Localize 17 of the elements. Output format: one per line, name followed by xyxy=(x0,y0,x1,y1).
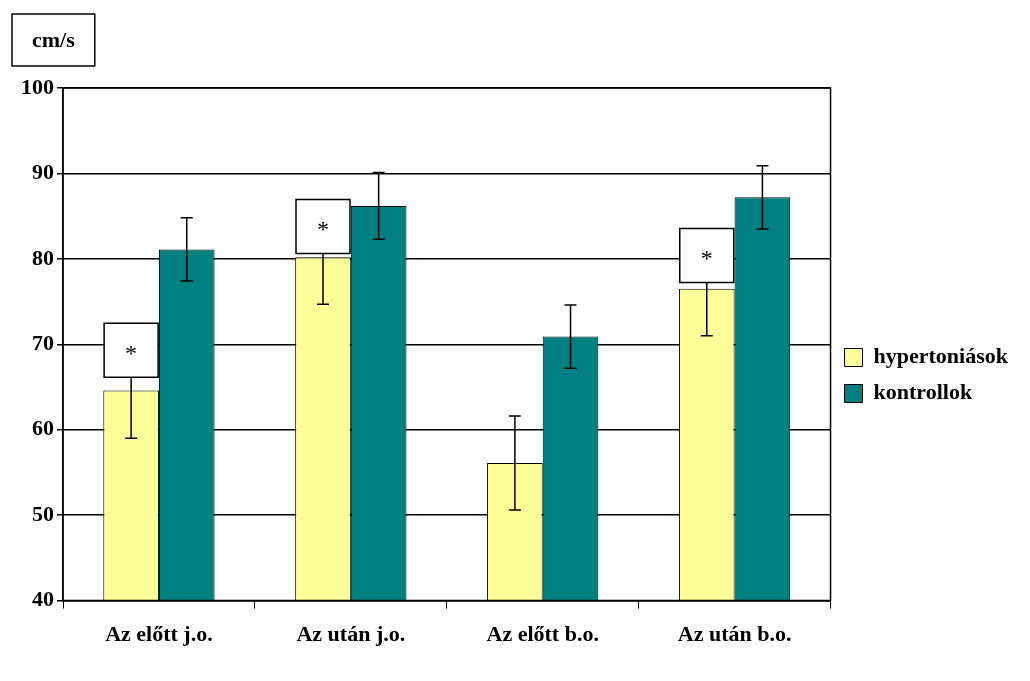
y-tick-label: 50 xyxy=(32,500,54,526)
legend-label: hypertoniások xyxy=(873,343,1009,369)
y-axis-title: cm/s xyxy=(32,26,76,52)
y-tick-label: 40 xyxy=(32,586,54,612)
y-tick-label: 80 xyxy=(32,244,54,270)
y-tick-label: 60 xyxy=(32,415,54,441)
y-tick-label: 90 xyxy=(32,159,54,185)
x-tick-label: Az előtt j.o. xyxy=(105,621,213,647)
y-tick-label: 100 xyxy=(21,73,54,99)
annotation: * xyxy=(125,339,138,366)
x-tick-label: Az előtt b.o. xyxy=(486,621,599,647)
x-tick-label: Az után j.o. xyxy=(296,621,406,647)
annotation: * xyxy=(700,244,713,271)
y-tick-label: 70 xyxy=(32,329,54,355)
annotation: * xyxy=(317,215,329,242)
legend-label: kontrollok xyxy=(873,379,973,405)
x-tick-label: Az után b.o. xyxy=(677,621,792,647)
